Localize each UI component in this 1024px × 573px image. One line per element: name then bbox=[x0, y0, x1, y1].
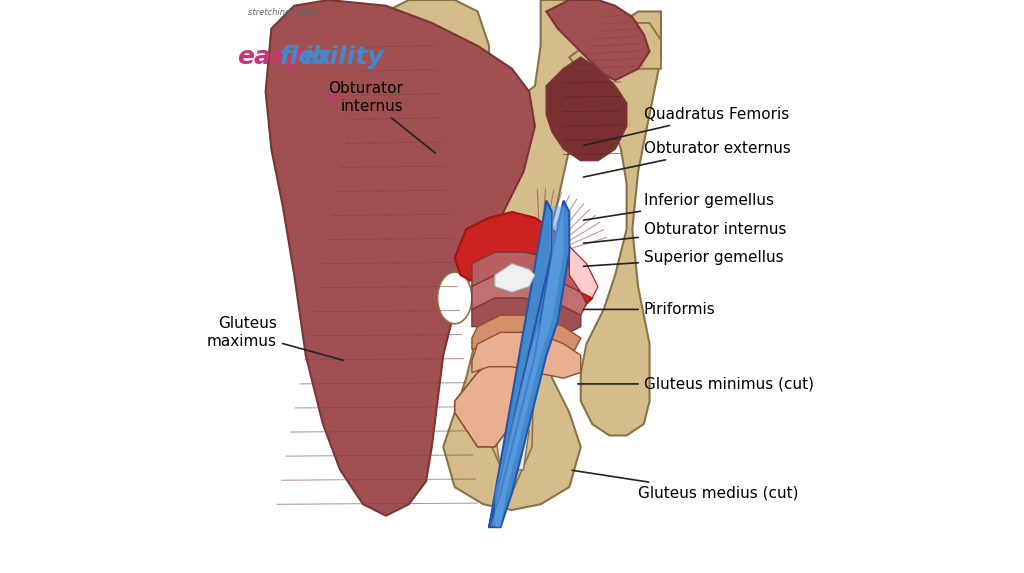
Polygon shape bbox=[472, 332, 581, 378]
Text: Inferior gemellus: Inferior gemellus bbox=[584, 193, 774, 220]
Text: Piriformis: Piriformis bbox=[584, 302, 716, 317]
Ellipse shape bbox=[504, 327, 518, 337]
Text: Gluteus medius (cut): Gluteus medius (cut) bbox=[572, 470, 799, 500]
Polygon shape bbox=[455, 212, 592, 309]
Ellipse shape bbox=[504, 396, 518, 406]
Text: Obturator externus: Obturator externus bbox=[584, 142, 791, 177]
Polygon shape bbox=[472, 298, 581, 332]
Text: easy: easy bbox=[237, 45, 302, 69]
Ellipse shape bbox=[437, 272, 472, 324]
Text: Gluteus minimus (cut): Gluteus minimus (cut) bbox=[578, 376, 814, 391]
Text: .com: .com bbox=[314, 90, 345, 103]
Polygon shape bbox=[306, 74, 426, 430]
Polygon shape bbox=[604, 23, 660, 69]
Text: Superior gemellus: Superior gemellus bbox=[584, 250, 783, 266]
Polygon shape bbox=[547, 0, 649, 80]
Text: Obturator
internus: Obturator internus bbox=[329, 81, 435, 153]
Text: ibility: ibility bbox=[303, 45, 383, 69]
Polygon shape bbox=[472, 315, 581, 355]
Text: Quadratus Femoris: Quadratus Femoris bbox=[584, 107, 790, 146]
Polygon shape bbox=[386, 0, 592, 510]
Polygon shape bbox=[495, 264, 535, 292]
Text: Gluteus
maximus: Gluteus maximus bbox=[207, 316, 343, 360]
Polygon shape bbox=[472, 252, 587, 292]
Ellipse shape bbox=[529, 272, 563, 324]
Polygon shape bbox=[265, 0, 535, 516]
Polygon shape bbox=[495, 430, 529, 470]
Ellipse shape bbox=[504, 350, 518, 360]
Polygon shape bbox=[569, 246, 598, 298]
Text: flex: flex bbox=[280, 45, 333, 69]
Polygon shape bbox=[489, 321, 535, 493]
Polygon shape bbox=[489, 201, 569, 527]
Text: stretching made: stretching made bbox=[249, 8, 317, 17]
Polygon shape bbox=[472, 275, 587, 315]
Polygon shape bbox=[547, 57, 627, 160]
Ellipse shape bbox=[504, 373, 518, 383]
Polygon shape bbox=[569, 11, 660, 435]
Text: Obturator internus: Obturator internus bbox=[584, 222, 786, 243]
Polygon shape bbox=[495, 206, 563, 527]
Polygon shape bbox=[455, 355, 523, 447]
